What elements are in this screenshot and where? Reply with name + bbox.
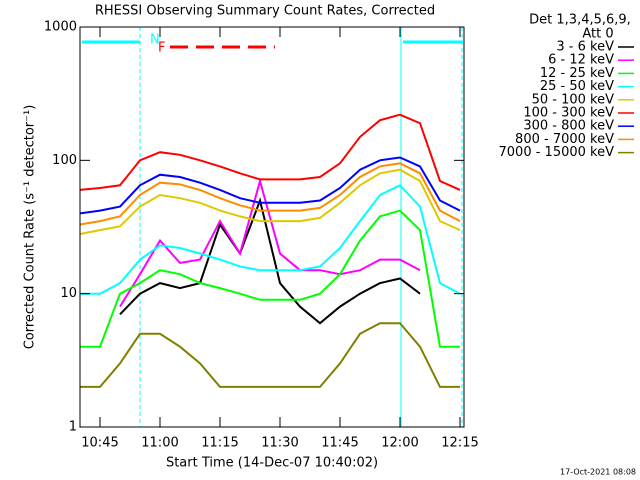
y-tick-label: 1000 [44,20,77,35]
series-line [119,177,421,308]
footer: 17-Oct-2021 08:08 [560,468,636,477]
series-line [79,113,461,191]
series-line [79,162,461,226]
legend-label: 100 - 300 keV [523,106,614,121]
x-tick-label: 10:45 [81,436,118,451]
y-tick-label: 10 [60,286,77,301]
series-line [80,209,460,348]
legend-label: 7000 - 15000 keV [499,145,615,160]
x-tick-label: 12:15 [441,436,478,451]
legend-label: 6 - 12 keV [548,53,614,68]
y-tick-label: 1 [69,420,77,435]
legend-header: Det 1,3,4,5,6,9, [529,13,631,28]
legend-header: Att 0 [582,27,613,42]
series-line [80,322,460,388]
series-line [79,168,461,235]
annotation: N [150,33,160,48]
x-tick-label: 11:15 [201,436,238,451]
series-line [119,197,421,325]
x-tick-label: 11:45 [321,436,358,451]
series-line [79,156,461,215]
x-axis-label: Start Time (14-Dec-07 10:40:02) [166,456,378,471]
legend-label: 300 - 800 keV [523,119,614,134]
x-tick-label: 11:30 [261,436,298,451]
chart-title: RHESSI Observing Summary Count Rates, Co… [95,4,435,19]
x-tick-label: 11:00 [141,436,178,451]
legend-label: 12 - 25 keV [540,66,614,81]
y-axis-label: Corrected Count Rate (s⁻¹ detector⁻¹) [23,105,38,350]
legend-label: 800 - 7000 keV [515,132,614,147]
legend-label: 25 - 50 keV [540,79,614,94]
annotation: F [158,41,165,56]
x-tick-label: 12:00 [381,436,418,451]
series-line [80,184,461,295]
legend-label: 50 - 100 keV [532,92,615,107]
plot-frame [79,26,465,428]
y-tick-label: 100 [52,153,77,168]
flags: N F [82,27,463,427]
legend-label: 3 - 6 keV [556,40,614,55]
